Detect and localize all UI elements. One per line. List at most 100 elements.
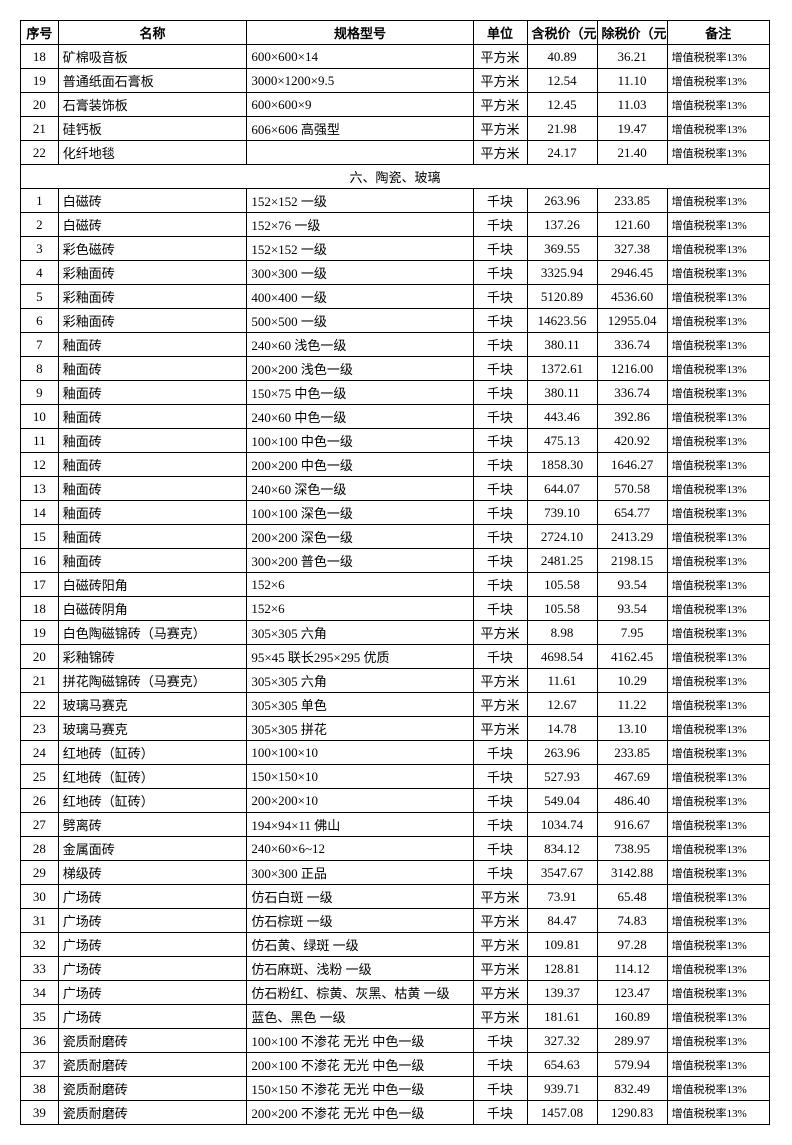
table-row: 15釉面砖200×200 深色一级千块2724.102413.29增值税税率13…	[21, 525, 770, 549]
cell-price-incl: 139.37	[527, 981, 597, 1005]
cell-price-excl: 3142.88	[597, 861, 667, 885]
cell-name: 瓷质耐磨砖	[58, 1053, 247, 1077]
cell-note: 增值税税率13%	[667, 573, 769, 597]
cell-note: 增值税税率13%	[667, 621, 769, 645]
cell-spec: 240×60 深色一级	[247, 477, 473, 501]
cell-unit: 千块	[473, 477, 527, 501]
cell-price-incl: 369.55	[527, 237, 597, 261]
price-table: 序号 名称 规格型号 单位 含税价（元） 除税价（元） 备注 18矿棉吸音板60…	[20, 20, 770, 1125]
cell-name: 釉面砖	[58, 525, 247, 549]
cell-spec: 606×606 高强型	[247, 117, 473, 141]
cell-idx: 16	[21, 549, 59, 573]
table-row: 21拼花陶磁锦砖（马赛克）305×305 六角平方米11.6110.29增值税税…	[21, 669, 770, 693]
cell-note: 增值税税率13%	[667, 669, 769, 693]
cell-price-incl: 2724.10	[527, 525, 597, 549]
cell-name: 瓷质耐磨砖	[58, 1077, 247, 1101]
cell-spec: 仿石棕斑 一级	[247, 909, 473, 933]
cell-price-excl: 13.10	[597, 717, 667, 741]
cell-note: 增值税税率13%	[667, 477, 769, 501]
cell-spec: 200×200×10	[247, 789, 473, 813]
cell-note: 增值税税率13%	[667, 357, 769, 381]
cell-idx: 31	[21, 909, 59, 933]
cell-price-incl: 939.71	[527, 1077, 597, 1101]
cell-note: 增值税税率13%	[667, 693, 769, 717]
cell-idx: 17	[21, 573, 59, 597]
cell-unit: 平方米	[473, 69, 527, 93]
cell-idx: 10	[21, 405, 59, 429]
cell-price-excl: 2198.15	[597, 549, 667, 573]
cell-price-incl: 3325.94	[527, 261, 597, 285]
cell-price-incl: 654.63	[527, 1053, 597, 1077]
cell-unit: 平方米	[473, 957, 527, 981]
cell-spec: 305×305 六角	[247, 621, 473, 645]
cell-unit: 千块	[473, 789, 527, 813]
cell-idx: 5	[21, 285, 59, 309]
table-row: 7釉面砖240×60 浅色一级千块380.11336.74增值税税率13%	[21, 333, 770, 357]
cell-unit: 平方米	[473, 981, 527, 1005]
cell-name: 釉面砖	[58, 549, 247, 573]
cell-note: 增值税税率13%	[667, 333, 769, 357]
cell-spec: 95×45 联长295×295 优质	[247, 645, 473, 669]
cell-idx: 38	[21, 1077, 59, 1101]
cell-name: 釉面砖	[58, 357, 247, 381]
cell-price-excl: 65.48	[597, 885, 667, 909]
cell-name: 红地砖（缸砖）	[58, 765, 247, 789]
cell-spec: 200×200 浅色一级	[247, 357, 473, 381]
cell-spec: 240×60 浅色一级	[247, 333, 473, 357]
table-row: 33广场砖仿石麻斑、浅粉 一级平方米128.81114.12增值税税率13%	[21, 957, 770, 981]
cell-price-incl: 327.32	[527, 1029, 597, 1053]
cell-note: 增值税税率13%	[667, 525, 769, 549]
cell-idx: 20	[21, 645, 59, 669]
cell-unit: 千块	[473, 1077, 527, 1101]
cell-price-excl: 36.21	[597, 45, 667, 69]
table-row: 23玻璃马赛克305×305 拼花平方米14.7813.10增值税税率13%	[21, 717, 770, 741]
cell-price-incl: 14.78	[527, 717, 597, 741]
cell-price-incl: 527.93	[527, 765, 597, 789]
col-note: 备注	[667, 21, 769, 45]
cell-unit: 平方米	[473, 45, 527, 69]
cell-note: 增值税税率13%	[667, 1077, 769, 1101]
cell-idx: 3	[21, 237, 59, 261]
cell-price-excl: 121.60	[597, 213, 667, 237]
table-row: 25红地砖（缸砖）150×150×10千块527.93467.69增值税税率13…	[21, 765, 770, 789]
cell-name: 石膏装饰板	[58, 93, 247, 117]
cell-price-incl: 1372.61	[527, 357, 597, 381]
cell-price-incl: 549.04	[527, 789, 597, 813]
cell-spec: 仿石白斑 一级	[247, 885, 473, 909]
cell-name: 红地砖（缸砖）	[58, 741, 247, 765]
table-row: 12釉面砖200×200 中色一级千块1858.301646.27增值税税率13…	[21, 453, 770, 477]
cell-unit: 平方米	[473, 93, 527, 117]
table-row: 4彩釉面砖300×300 一级千块3325.942946.45增值税税率13%	[21, 261, 770, 285]
table-row: 32广场砖仿石黄、绿斑 一级平方米109.8197.28增值税税率13%	[21, 933, 770, 957]
table-row: 39瓷质耐磨砖200×200 不渗花 无光 中色一级千块1457.081290.…	[21, 1101, 770, 1125]
cell-idx: 39	[21, 1101, 59, 1125]
table-row: 38瓷质耐磨砖150×150 不渗花 无光 中色一级千块939.71832.49…	[21, 1077, 770, 1101]
cell-spec: 194×94×11 佛山	[247, 813, 473, 837]
cell-spec: 蓝色、黑色 一级	[247, 1005, 473, 1029]
cell-spec: 600×600×9	[247, 93, 473, 117]
cell-spec: 200×200 深色一级	[247, 525, 473, 549]
cell-note: 增值税税率13%	[667, 813, 769, 837]
cell-unit: 千块	[473, 501, 527, 525]
table-row: 22化纤地毯平方米24.1721.40增值税税率13%	[21, 141, 770, 165]
cell-idx: 22	[21, 141, 59, 165]
cell-price-excl: 11.03	[597, 93, 667, 117]
cell-price-excl: 336.74	[597, 333, 667, 357]
cell-idx: 23	[21, 717, 59, 741]
cell-price-incl: 1034.74	[527, 813, 597, 837]
cell-spec: 240×60 中色一级	[247, 405, 473, 429]
cell-spec: 152×152 一级	[247, 237, 473, 261]
cell-price-incl: 263.96	[527, 189, 597, 213]
table-row: 1白磁砖152×152 一级千块263.96233.85增值税税率13%	[21, 189, 770, 213]
cell-unit: 千块	[473, 597, 527, 621]
cell-name: 广场砖	[58, 981, 247, 1005]
cell-name: 白磁砖	[58, 189, 247, 213]
cell-name: 釉面砖	[58, 429, 247, 453]
cell-spec: 300×300 正品	[247, 861, 473, 885]
cell-unit: 平方米	[473, 909, 527, 933]
cell-name: 梯级砖	[58, 861, 247, 885]
cell-unit: 千块	[473, 1029, 527, 1053]
cell-name: 白磁砖阳角	[58, 573, 247, 597]
cell-price-excl: 467.69	[597, 765, 667, 789]
cell-unit: 千块	[473, 453, 527, 477]
